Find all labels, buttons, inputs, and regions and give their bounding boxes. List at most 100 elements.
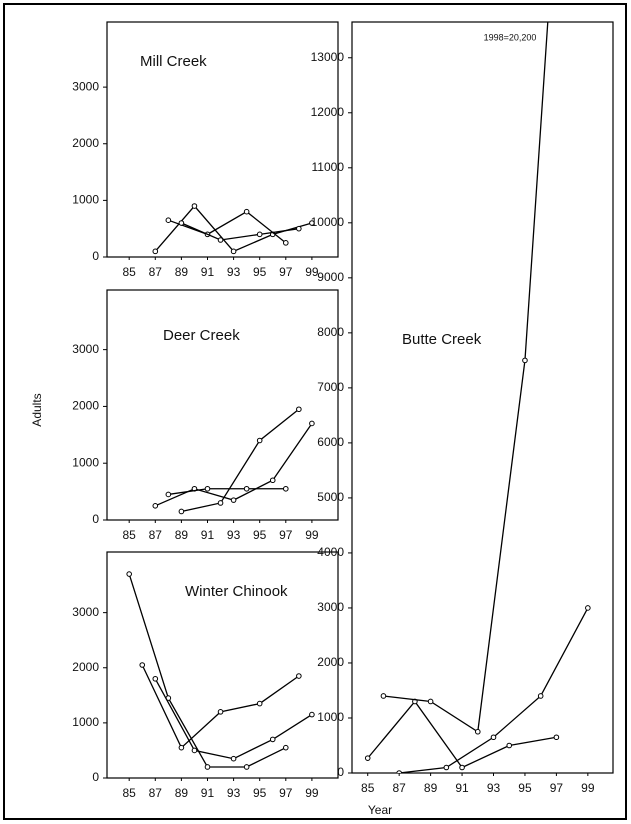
marker	[296, 225, 302, 232]
x-tick-label: 91	[201, 528, 215, 542]
y-tick-label: 11000	[312, 160, 345, 174]
marker	[230, 497, 237, 503]
plot-area	[152, 203, 315, 255]
x-tick-label: 93	[227, 265, 241, 279]
marker	[256, 700, 263, 707]
marker	[553, 734, 560, 741]
line	[399, 607, 589, 773]
x-tick-label: 85	[123, 528, 137, 542]
marker	[243, 208, 250, 215]
marker	[152, 248, 159, 255]
x-tick-label: 89	[175, 786, 189, 800]
y-tick-label: 4000	[317, 545, 344, 559]
x-tick-label: 89	[424, 781, 438, 795]
y-tick-label: 12000	[311, 105, 345, 119]
panel-box	[106, 551, 339, 779]
marker	[204, 764, 211, 770]
x-tick-label: 89	[175, 265, 189, 279]
marker	[296, 406, 302, 413]
marker	[490, 734, 497, 741]
marker	[165, 217, 172, 223]
y-tick-label: 0	[92, 512, 99, 526]
panel-title: Butte Creek	[402, 331, 482, 348]
marker	[217, 237, 224, 243]
panel-title: Deer Creek	[163, 327, 240, 344]
x-tick-label: 85	[361, 781, 375, 795]
x-tick-label: 97	[279, 265, 293, 279]
marker	[256, 231, 263, 238]
x-tick-label: 87	[149, 786, 163, 800]
marker	[256, 437, 263, 444]
x-tick-label: 87	[392, 781, 406, 795]
x-tick-label: 85	[123, 265, 137, 279]
x-tick-label: 93	[227, 786, 241, 800]
x-tick-label: 93	[227, 528, 241, 542]
y-tick-label: 5000	[317, 490, 344, 504]
panel-title: Winter Chinook	[185, 583, 288, 600]
marker	[522, 357, 528, 364]
y-tick-label: 1000	[317, 710, 344, 724]
panel-box	[106, 21, 339, 258]
marker	[191, 747, 198, 754]
x-tick-label: 99	[305, 786, 319, 800]
y-tick-label: 0	[92, 770, 99, 784]
y-tick-label: 13000	[311, 50, 345, 64]
x-tick-label: 89	[175, 528, 189, 542]
marker	[380, 693, 387, 699]
x-tick-label: 97	[279, 528, 293, 542]
marker	[178, 220, 185, 226]
marker	[296, 673, 302, 679]
line	[128, 573, 287, 768]
x-tick-label: 91	[201, 265, 215, 279]
marker	[243, 485, 250, 492]
x-tick-label: 95	[253, 528, 267, 542]
marker	[474, 728, 481, 735]
x-tick-label: 87	[149, 265, 163, 279]
y-tick-label: 2000	[72, 660, 99, 674]
y-tick-label: 6000	[317, 435, 344, 449]
marker	[178, 744, 185, 751]
marker	[230, 248, 237, 255]
marker	[230, 755, 237, 762]
y-axis-label: Adults	[30, 393, 44, 426]
x-tick-label: 91	[455, 781, 469, 795]
marker	[178, 508, 185, 515]
y-tick-label: 3000	[317, 600, 344, 614]
y-tick-label: 3000	[72, 342, 99, 356]
panel-title: Mill Creek	[140, 53, 207, 70]
marker	[191, 203, 198, 209]
y-tick-label: 1000	[72, 715, 99, 729]
marker	[282, 485, 289, 492]
marker	[459, 764, 465, 771]
y-tick-label: 3000	[72, 605, 99, 619]
y-tick-label: 1000	[72, 193, 99, 207]
line	[168, 488, 286, 496]
plot-area	[152, 406, 315, 515]
y-tick-label: 1000	[72, 455, 99, 469]
plot-area	[126, 571, 315, 770]
y-tick-label: 0	[337, 765, 344, 779]
marker	[269, 477, 276, 484]
line	[141, 664, 300, 749]
panel-box	[106, 289, 339, 521]
x-tick-label: 95	[253, 265, 267, 279]
y-tick-label: 2000	[72, 399, 99, 413]
x-tick-label: 85	[123, 786, 137, 800]
panel-box	[351, 21, 614, 774]
marker	[309, 220, 315, 226]
y-tick-label: 2000	[72, 136, 99, 150]
marker	[152, 675, 159, 682]
x-axis-label: Year	[368, 803, 392, 817]
y-tick-label: 9000	[317, 270, 344, 284]
marker	[443, 764, 450, 771]
marker	[204, 485, 211, 492]
marker	[537, 693, 544, 699]
marker	[139, 662, 146, 668]
y-tick-label: 3000	[72, 79, 99, 93]
marker	[506, 742, 513, 749]
x-tick-label: 97	[550, 781, 564, 795]
marker	[309, 420, 315, 427]
x-tick-label: 99	[305, 528, 319, 542]
y-tick-label: 8000	[317, 325, 344, 339]
